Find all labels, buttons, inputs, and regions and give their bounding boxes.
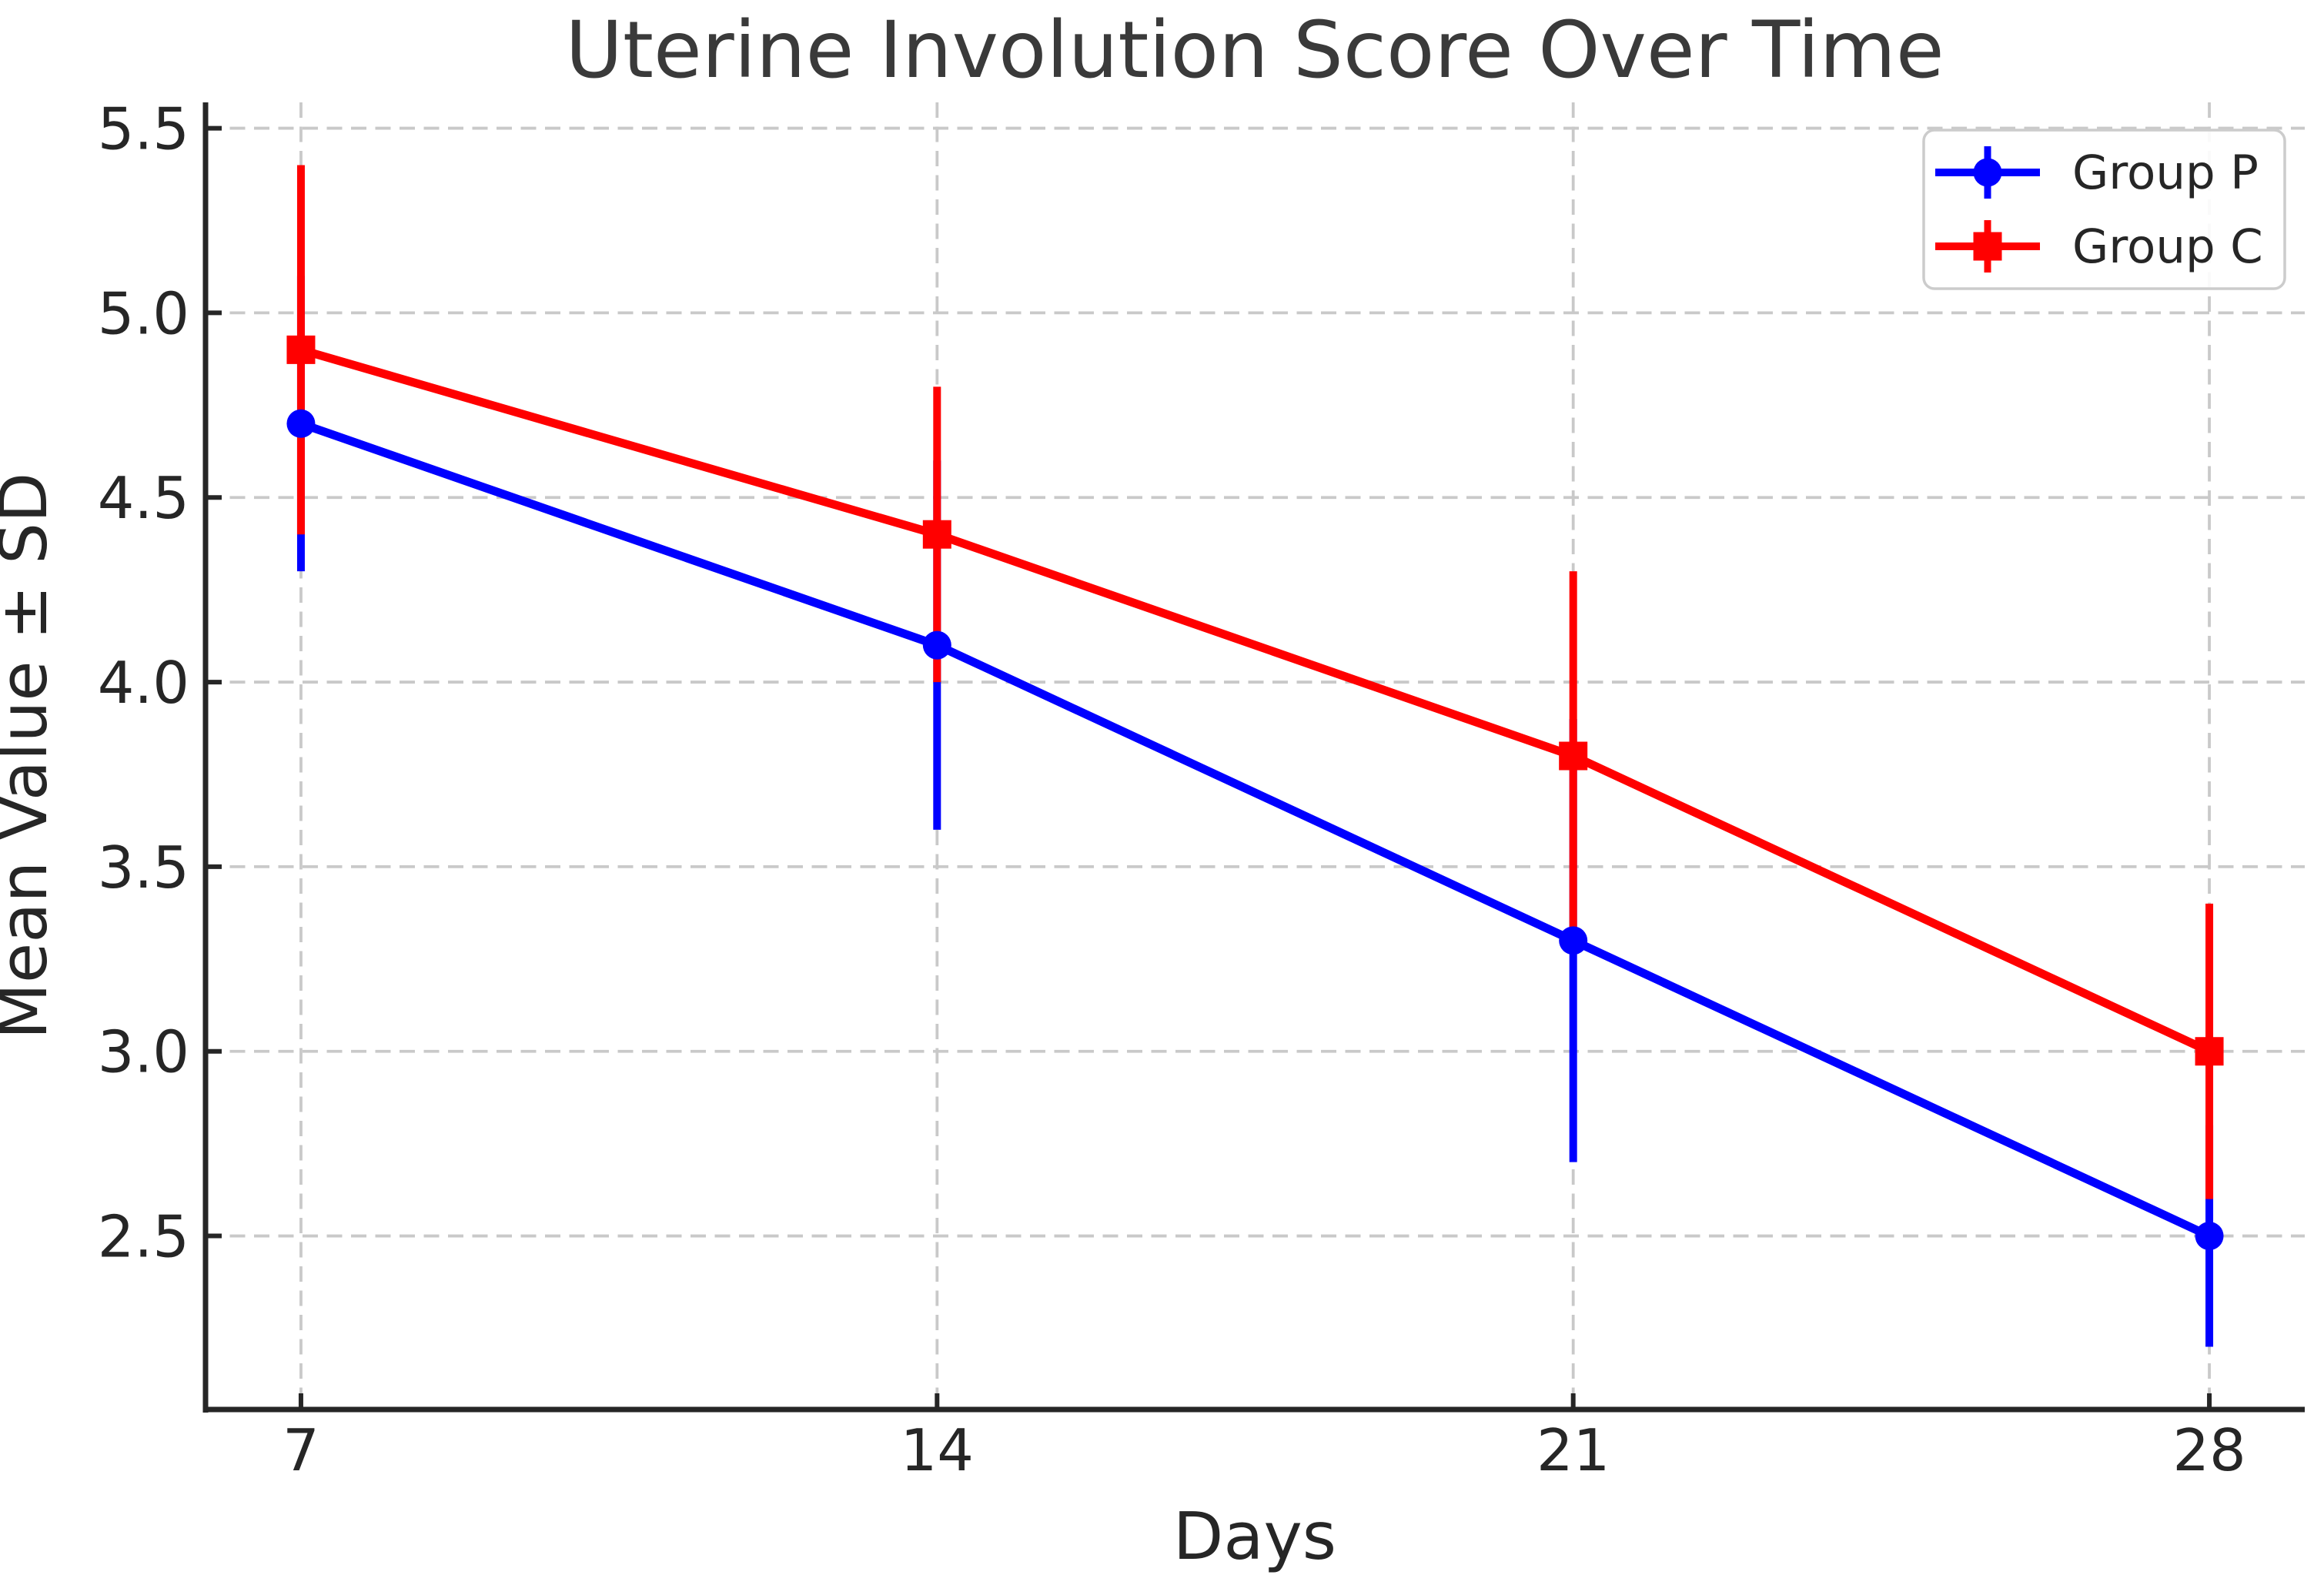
marker-circle-group-p [922, 630, 951, 660]
y-tick-label: 4.0 [98, 649, 189, 717]
series-line-group-c [299, 346, 2212, 1055]
x-axis-label: Days [1173, 1499, 1336, 1575]
marker-circle-group-p [1559, 926, 1588, 955]
marker-square-group-c [2195, 1037, 2224, 1066]
y-tick-label: 3.5 [98, 834, 189, 901]
x-tick-label: 7 [283, 1416, 319, 1484]
y-tick-label: 4.5 [98, 464, 189, 532]
legend-marker-group-p [1973, 158, 2002, 187]
legend-label-group-p: Group P [2072, 145, 2259, 200]
marker-circle-group-p [2195, 1222, 2224, 1251]
axes [202, 102, 2305, 1413]
tick-labels: 5.5 5.0 4.5 4.0 3.5 3.0 2.5 7 14 21 28 [98, 95, 2246, 1484]
x-tick-label: 28 [2172, 1416, 2245, 1484]
gridlines [206, 102, 2305, 1409]
y-tick-label: 5.5 [98, 95, 189, 163]
x-tick-label: 21 [1537, 1416, 1610, 1484]
y-axis-label: Mean Value ± SD [0, 473, 62, 1040]
marker-square-group-c [922, 520, 951, 549]
legend-marker-group-c [1973, 232, 2002, 261]
x-tick-label: 14 [901, 1416, 974, 1484]
y-tick-label: 2.5 [98, 1203, 189, 1271]
marker-square-group-c [286, 335, 316, 364]
legend-label-group-c: Group C [2072, 219, 2263, 274]
series-layer [286, 165, 2224, 1347]
series-line-group-p [299, 420, 2212, 1240]
chart-title: Uterine Involution Score Over Time [565, 5, 1944, 96]
marker-square-group-c [1559, 741, 1588, 771]
y-tick-label: 5.0 [98, 279, 189, 347]
marker-circle-group-p [286, 409, 316, 438]
y-tick-label: 3.0 [98, 1018, 189, 1086]
legend: Group P Group C [1922, 129, 2286, 290]
